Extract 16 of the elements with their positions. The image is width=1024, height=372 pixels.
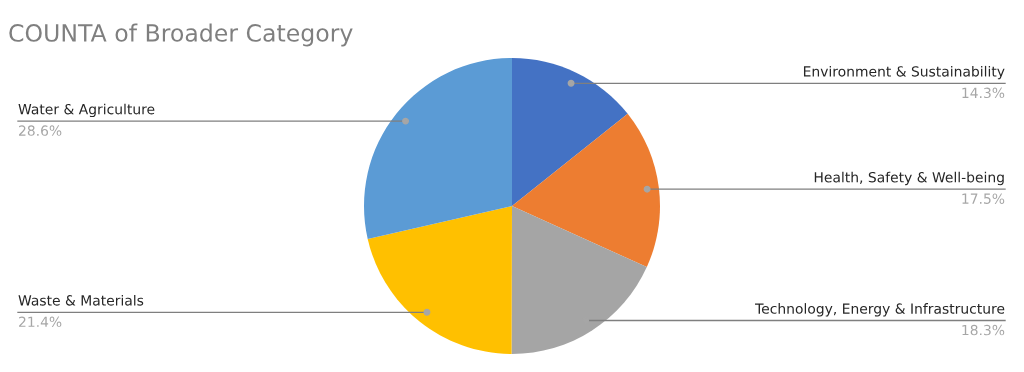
pie-slice bbox=[512, 113, 660, 268]
data-label: 14.3% bbox=[962, 87, 1005, 99]
pie-slice bbox=[511, 206, 647, 354]
chart-title: COUNTA of Broader Category bbox=[9, 23, 353, 47]
data-label: 21.4% bbox=[19, 316, 62, 328]
pie-slice bbox=[364, 58, 512, 239]
data-label: 18.3% bbox=[962, 324, 1005, 336]
slice-label: Technology, Energy & Infrastructure bbox=[755, 303, 1005, 317]
slice-label: Environment & Sustainability bbox=[803, 65, 1005, 80]
slice-label: Waste & Materials bbox=[18, 294, 144, 306]
pie-slice bbox=[512, 58, 628, 206]
slice-label: Water & Agriculture bbox=[18, 103, 155, 118]
pie-slice bbox=[367, 206, 512, 354]
data-label: 17.5% bbox=[962, 193, 1005, 204]
data-label: 28.6% bbox=[19, 125, 62, 136]
slice-label: Health, Safety & Well-being bbox=[814, 171, 1004, 186]
